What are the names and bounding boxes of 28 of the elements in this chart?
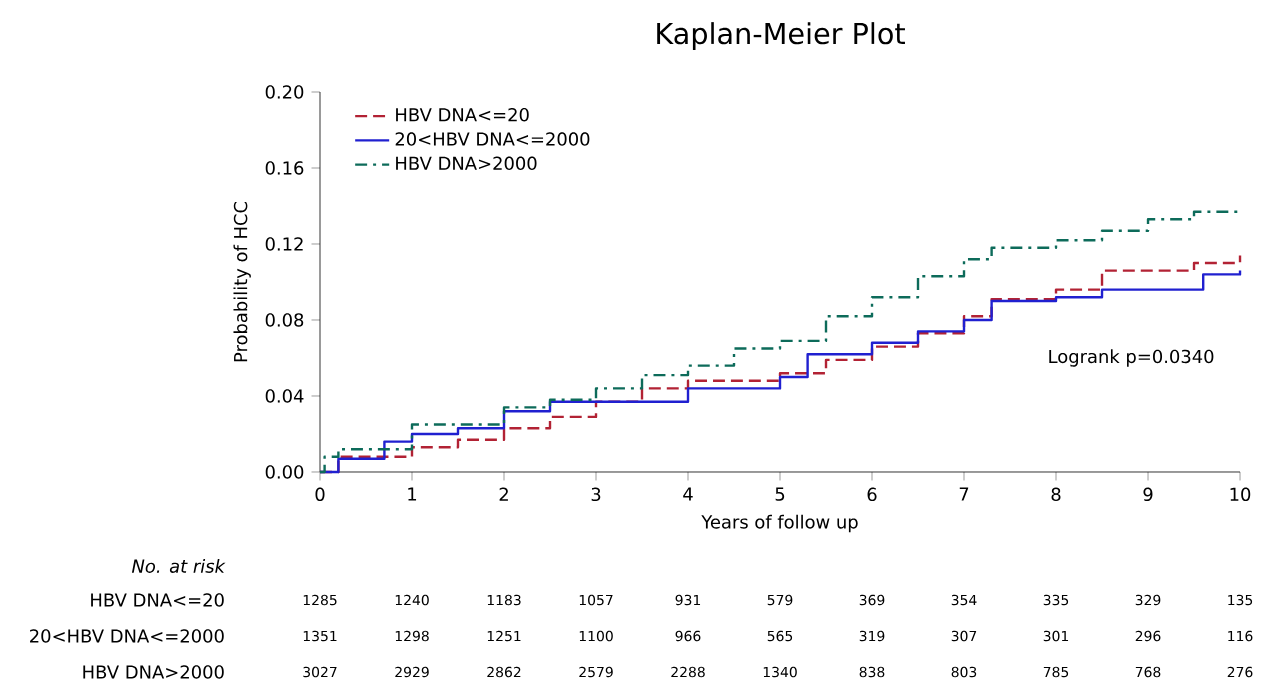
x-tick-label: 0	[315, 487, 325, 502]
x-tick-label: 5	[775, 487, 785, 501]
x-tick-label: 4	[683, 487, 693, 501]
annotation: Logrank p=0.0340	[1049, 349, 1214, 367]
x-tick-label: 6	[867, 487, 877, 502]
x-tick-label: 9	[1143, 487, 1153, 502]
x-tick-label: 8	[1051, 487, 1061, 502]
text: HBV DNA<=20	[91, 593, 224, 607]
legend-label: 20<HBV DNA<=2000	[395, 132, 590, 146]
y-tick-label: 0.00	[265, 465, 304, 479]
x-tick-label: 10	[1230, 487, 1251, 502]
y-tick-label: 0.20	[265, 85, 304, 99]
y-tick-label: 0.12	[265, 237, 303, 251]
x-tick-label: 7	[959, 487, 969, 501]
y-tick-label: 0.08	[265, 313, 304, 327]
text: 20<HBV DNA<=2000	[30, 629, 224, 643]
legend-label: HBV DNA<=20	[396, 107, 529, 122]
y-tick-label: 0.16	[265, 161, 304, 175]
x-tick-label: 3	[591, 487, 601, 502]
text: No. at risk	[131, 559, 226, 573]
text: HBV DNA>2000	[83, 665, 224, 679]
y-axis-title: Probability of HCC	[233, 201, 251, 362]
x-tick-label: 2	[499, 487, 508, 501]
legend-label: HBV DNA>2000	[396, 156, 537, 171]
x-axis-title: Years of follow up	[701, 514, 858, 533]
y-tick-label: 0.04	[265, 389, 304, 403]
chart-title: Kaplan-Meier Plot	[657, 22, 905, 50]
x-tick-label: 1	[408, 487, 417, 501]
